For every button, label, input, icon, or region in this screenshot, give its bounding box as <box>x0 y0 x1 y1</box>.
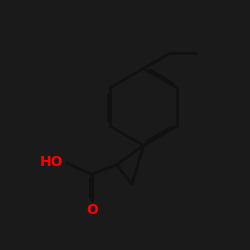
Text: O: O <box>86 203 99 217</box>
Text: HO: HO <box>40 155 64 169</box>
